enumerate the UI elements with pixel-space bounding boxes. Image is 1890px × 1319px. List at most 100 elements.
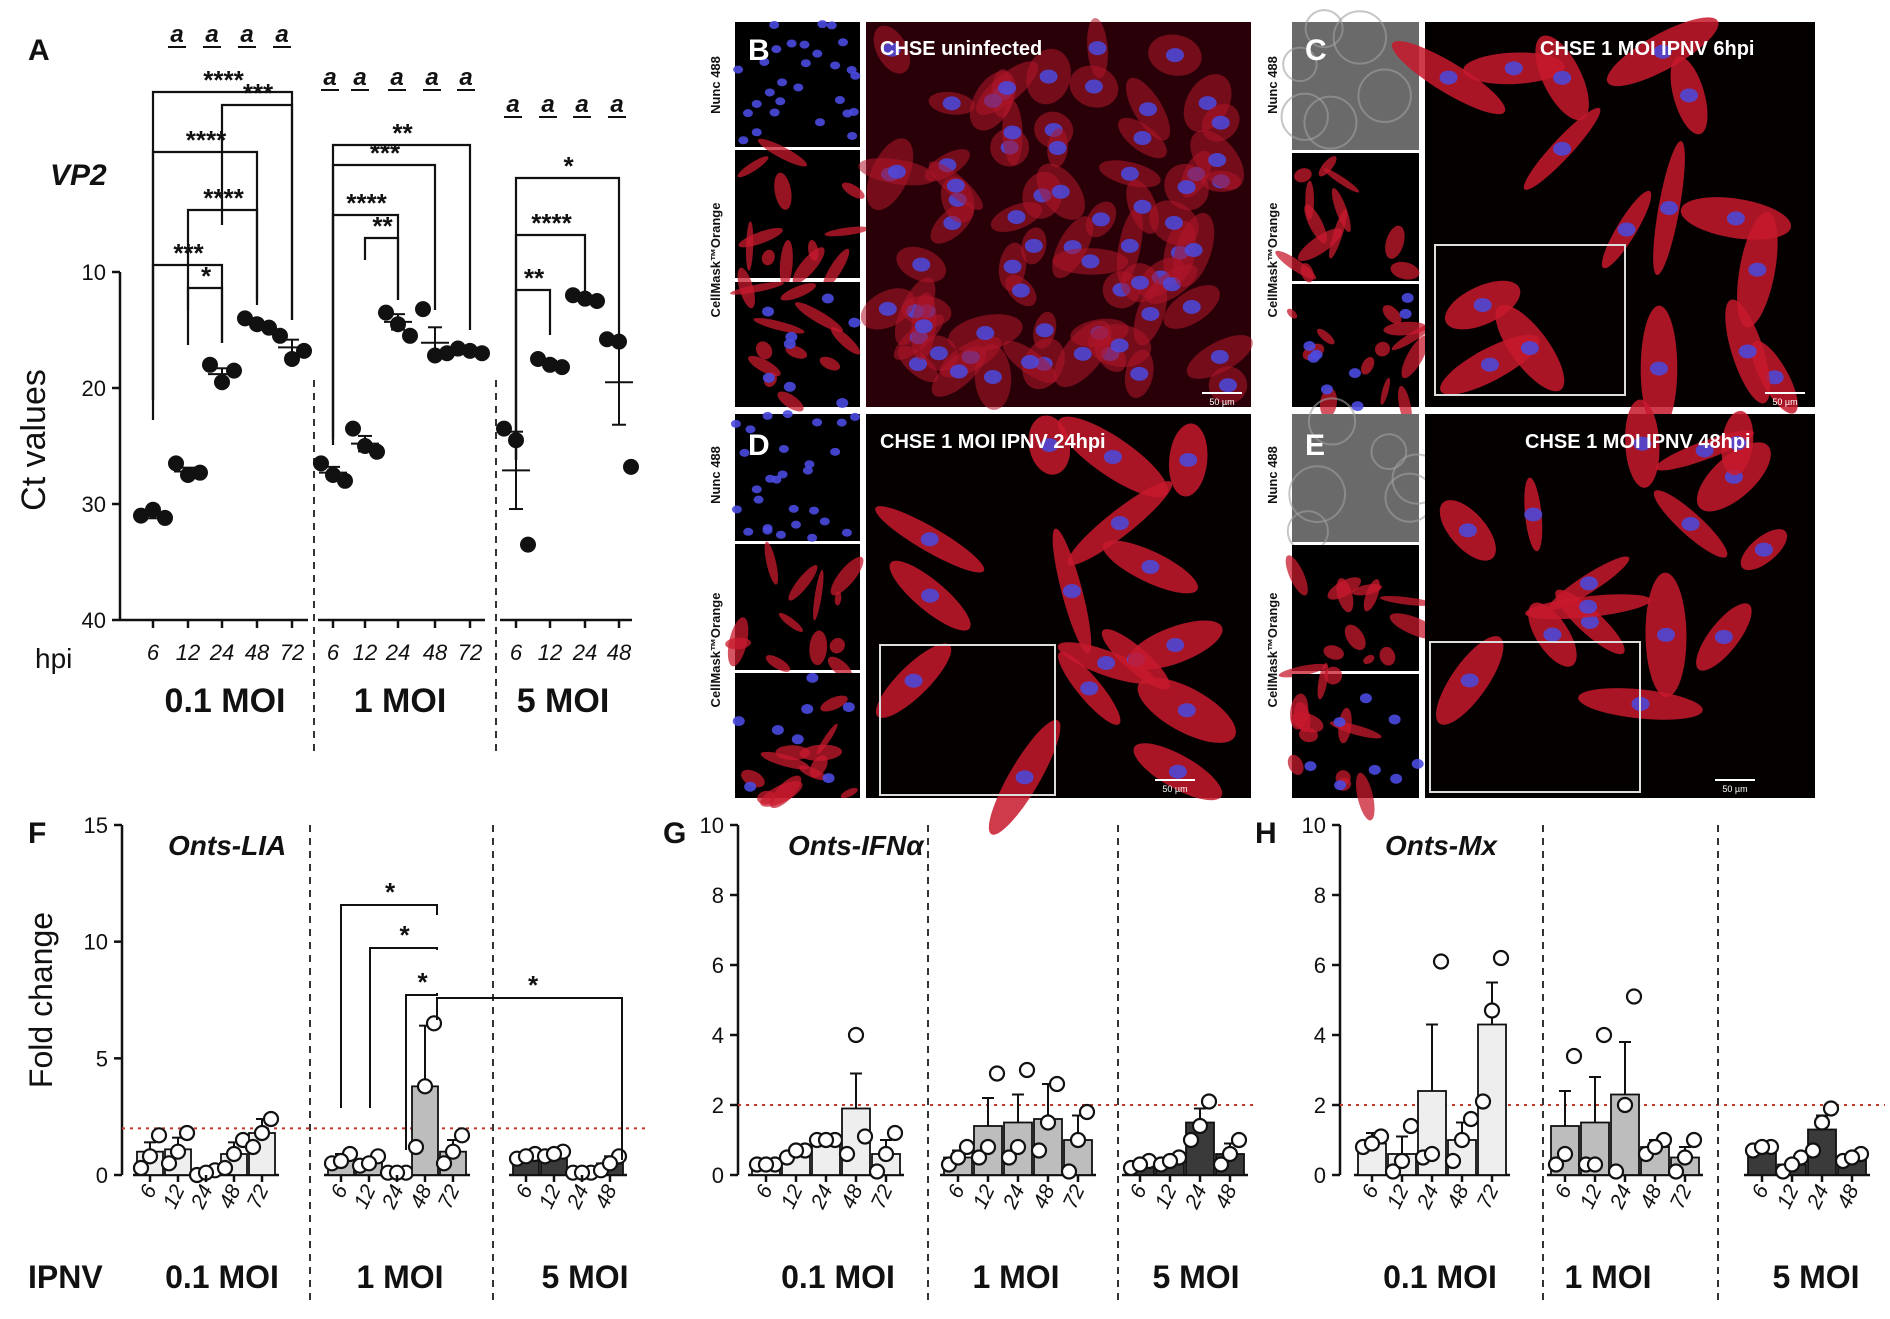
micro-nucleus <box>1139 102 1158 117</box>
micro-nucleus <box>775 530 786 539</box>
panel-a-point <box>296 342 312 359</box>
micro-nucleus <box>946 178 965 193</box>
panel-a-x-tick-label: 48 <box>607 640 632 665</box>
micro-cell <box>765 655 791 672</box>
micro-cell <box>757 790 776 805</box>
micro-nucleus <box>769 20 780 29</box>
panel-letter-g: G <box>663 817 686 850</box>
micro-nucleus <box>1660 201 1679 216</box>
micro-nucleus <box>1062 584 1081 599</box>
micro-nucleus <box>1081 254 1100 269</box>
micro-b-tile-merge <box>730 267 861 412</box>
panel-letter-c: C <box>1305 34 1327 67</box>
micro-cell <box>1361 356 1375 375</box>
panel-a-x-tick-label: 6 <box>510 640 523 665</box>
bar-point <box>1200 1093 1218 1110</box>
micro-nucleus <box>1649 361 1668 376</box>
micro-cell <box>778 612 803 633</box>
micro-nucleus <box>1051 184 1070 199</box>
bar-panel-group-label: 1 MOI <box>356 1259 443 1295</box>
bar-panel-y-tick-label: 0 <box>1314 1163 1326 1188</box>
bar-point <box>949 1149 967 1166</box>
micro-nucleus <box>1165 48 1184 63</box>
micro-nucleus <box>1390 773 1403 784</box>
micro-nucleus <box>788 504 799 513</box>
bar-point <box>868 1163 886 1180</box>
panel-f-bracket-label: * <box>398 920 410 950</box>
bar-point <box>1191 1117 1209 1135</box>
bar-point <box>444 1143 462 1160</box>
panel-a-significance-mark: a <box>506 91 519 118</box>
panel-a-bracket-label: ** <box>391 118 413 148</box>
bar-point <box>1753 1138 1771 1156</box>
micro-nucleus <box>1182 299 1201 314</box>
micro-nucleus <box>1166 638 1185 653</box>
panel-letter-h: H <box>1255 817 1277 850</box>
micro-side-label-top: Nunc 488 <box>708 446 723 504</box>
micro-nucleus <box>1048 141 1067 156</box>
bar-panel-x-tick-label: 6 <box>752 1181 778 1202</box>
micro-nucleus <box>1088 41 1107 56</box>
micro-cell <box>816 723 838 755</box>
bar-point <box>1625 988 1643 1005</box>
panel-a-point <box>226 362 242 379</box>
bar-panel-x-tick-label: 24 <box>1605 1181 1636 1213</box>
micro-cell <box>737 156 769 178</box>
micro-nucleus <box>1130 366 1149 381</box>
micro-nucleus <box>771 475 782 484</box>
micro-cell <box>1355 772 1375 821</box>
panel-a-significance-mark: a <box>390 64 403 91</box>
panel-a-bracket <box>363 236 400 300</box>
micro-nucleus <box>769 108 780 117</box>
bar-point <box>988 1065 1006 1082</box>
panel-a-y-tick-label: 30 <box>82 492 106 517</box>
micro-nucleus <box>1653 44 1672 59</box>
micro-nucleus <box>1681 516 1700 531</box>
micro-nucleus <box>1728 436 1747 451</box>
micro-cell <box>738 227 783 248</box>
panel-a-marks: a a a aa a a a aa a a a**** ***********************… <box>133 21 639 553</box>
micro-nucleus <box>1633 436 1652 451</box>
micro-nucleus <box>1368 764 1381 775</box>
bar-panel-group-label: 0.1 MOI <box>165 1259 279 1295</box>
micro-nucleus <box>751 485 762 494</box>
micro-nucleus <box>1304 761 1317 772</box>
micro-nucleus <box>1073 346 1092 361</box>
micro-side-label-bottom: CellMask™Orange <box>708 593 723 708</box>
microscopy-panels: Nunc 488 CellMask™Orange B CHSE uninfected 5… <box>708 9 1815 835</box>
panel-a-x-tick-label: 24 <box>385 640 410 665</box>
micro-nucleus <box>949 364 968 379</box>
bar-panel-x-tick-label: 48 <box>591 1181 622 1212</box>
micro-nucleus <box>921 588 940 603</box>
panel-a-x-tick-label: 6 <box>147 640 160 665</box>
micro-cell <box>829 638 845 654</box>
micro-nucleus <box>812 49 823 58</box>
micro-c-tile-merge <box>1286 284 1435 426</box>
bar-point <box>1048 1075 1066 1093</box>
panel-a-y-tick-label: 40 <box>82 608 106 633</box>
micro-nucleus <box>804 460 815 469</box>
micro-cell <box>1344 624 1366 651</box>
micro-nucleus <box>1310 349 1323 360</box>
micro-nucleus <box>1580 614 1599 629</box>
panel-a-bracket-label: *** <box>172 238 204 268</box>
micro-cell <box>1323 645 1344 660</box>
bar-point <box>1667 1163 1685 1180</box>
panel-a-significance-mark: a <box>425 64 438 91</box>
bar-point <box>1474 1093 1492 1110</box>
panel-a-point <box>202 356 218 373</box>
micro-nucleus <box>786 39 797 48</box>
panel-a-ylabel: Ct values <box>15 369 53 511</box>
bar-point <box>1783 1156 1801 1173</box>
micro-nucleus <box>1035 323 1054 338</box>
micro-cell <box>1327 577 1362 600</box>
bar-panel-x-tick-label: 24 <box>1412 1181 1443 1213</box>
panel-a-point <box>474 345 490 362</box>
panel-a-bracket <box>186 286 224 345</box>
micro-nucleus <box>771 45 782 54</box>
micro-nucleus <box>848 317 861 328</box>
micro-cell <box>1304 204 1327 244</box>
panel-a-y-tick-label: 10 <box>82 260 106 285</box>
bar-panel-y-tick-label: 10 <box>1302 813 1326 838</box>
bar-point <box>1444 1152 1462 1170</box>
